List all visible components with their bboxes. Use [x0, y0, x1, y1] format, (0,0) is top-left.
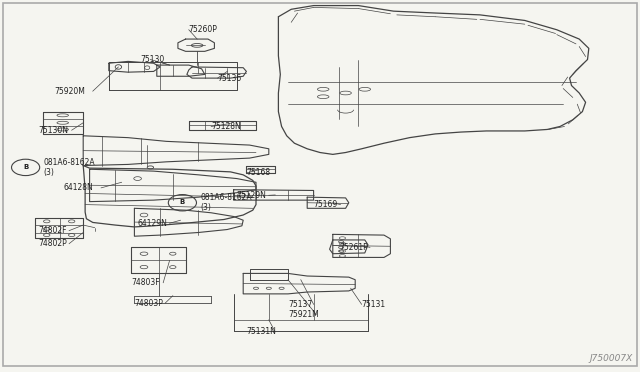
Text: 75168: 75168 [246, 169, 271, 177]
Text: 75129N: 75129N [237, 191, 267, 200]
Text: 74802F: 74802F [38, 226, 67, 235]
Text: 75131N: 75131N [246, 327, 276, 336]
Text: 75920M: 75920M [54, 87, 85, 96]
Text: 75131: 75131 [362, 300, 386, 309]
Text: B: B [23, 164, 28, 170]
Text: 75130N: 75130N [38, 126, 68, 135]
Text: 74803F: 74803F [131, 278, 160, 287]
Text: 75260P: 75260P [189, 25, 218, 34]
Text: 75261P: 75261P [339, 243, 368, 252]
Text: 75136: 75136 [218, 74, 242, 83]
Text: 75128N: 75128N [211, 122, 241, 131]
Text: 75130: 75130 [141, 55, 165, 64]
Text: 081A6-8162A
(3): 081A6-8162A (3) [44, 158, 95, 177]
Text: 74802P: 74802P [38, 239, 67, 248]
Text: J750007X: J750007X [589, 354, 632, 363]
Text: 081A6-8162A
(3): 081A6-8162A (3) [200, 193, 252, 212]
Text: 64129N: 64129N [138, 219, 168, 228]
Text: B: B [180, 199, 185, 205]
Text: 74803P: 74803P [134, 299, 163, 308]
Text: 75921M: 75921M [288, 310, 319, 319]
Text: 75137: 75137 [288, 300, 312, 309]
Text: 64128N: 64128N [64, 183, 93, 192]
Text: 75169: 75169 [314, 200, 338, 209]
